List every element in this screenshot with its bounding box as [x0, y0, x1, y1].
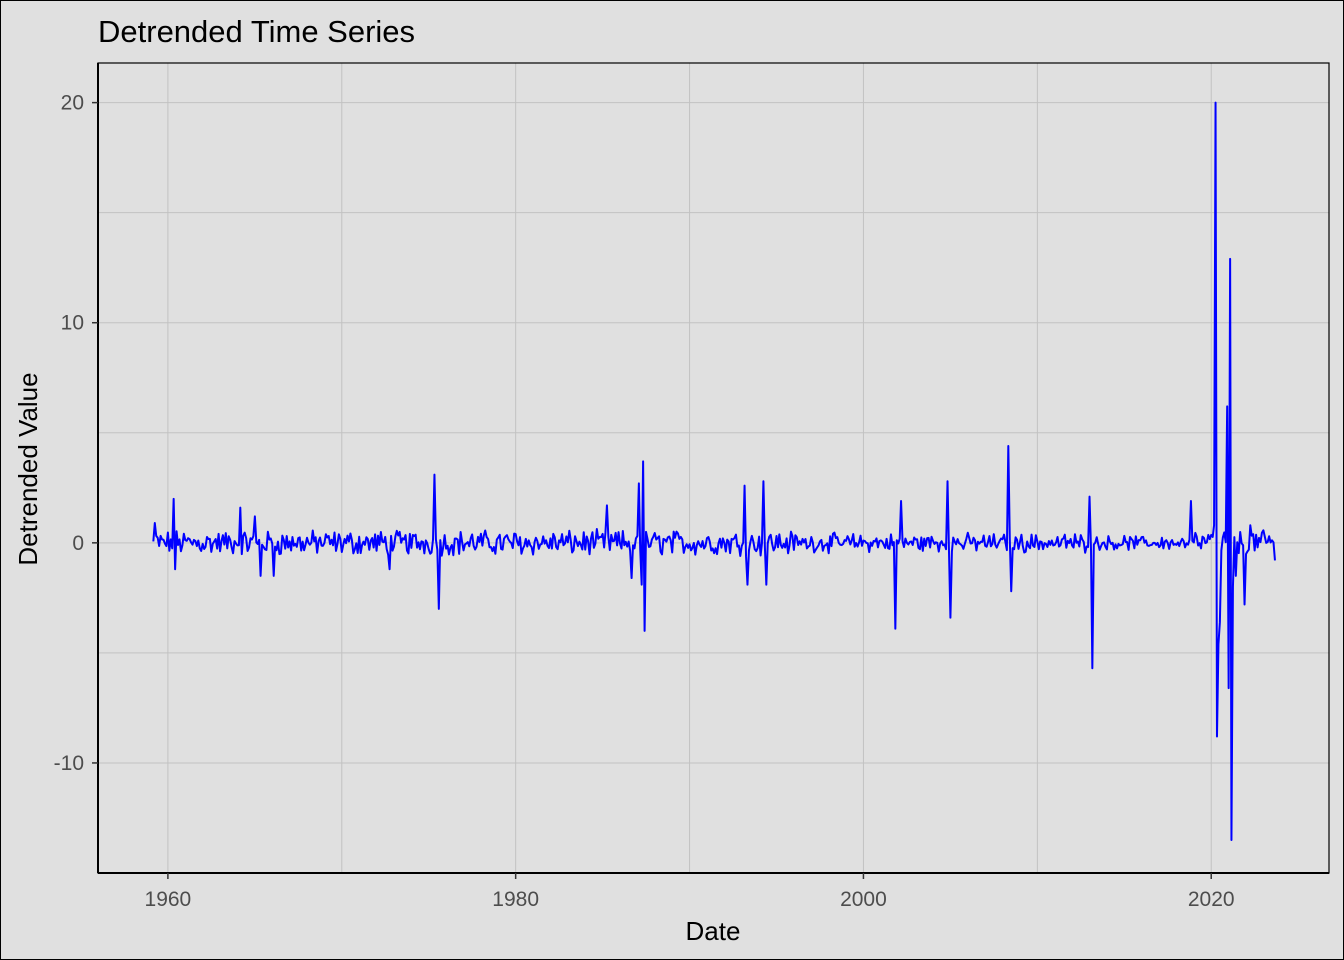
series-line: [152, 101, 1276, 841]
x-tick-label: 1960: [145, 888, 192, 911]
y-tick-label: -10: [54, 752, 84, 775]
grid-layer: [98, 63, 1329, 873]
chart-title: Detrended Time Series: [98, 14, 415, 49]
y-axis-title: Detrended Value: [13, 372, 43, 565]
series-layer: [152, 101, 1276, 841]
x-tick-label: 2000: [840, 888, 887, 911]
y-tick-label: 10: [61, 312, 84, 335]
panel-border: [97, 62, 1330, 874]
y-tick-label: 0: [72, 532, 84, 555]
x-axis-title: Date: [686, 916, 741, 946]
x-tick-label: 2020: [1188, 888, 1235, 911]
x-tick-label: 1980: [492, 888, 539, 911]
axis-layer: 1960 1980 2000 2020 -10 0 10 20: [54, 62, 1330, 911]
y-tick-label: 20: [61, 92, 84, 115]
